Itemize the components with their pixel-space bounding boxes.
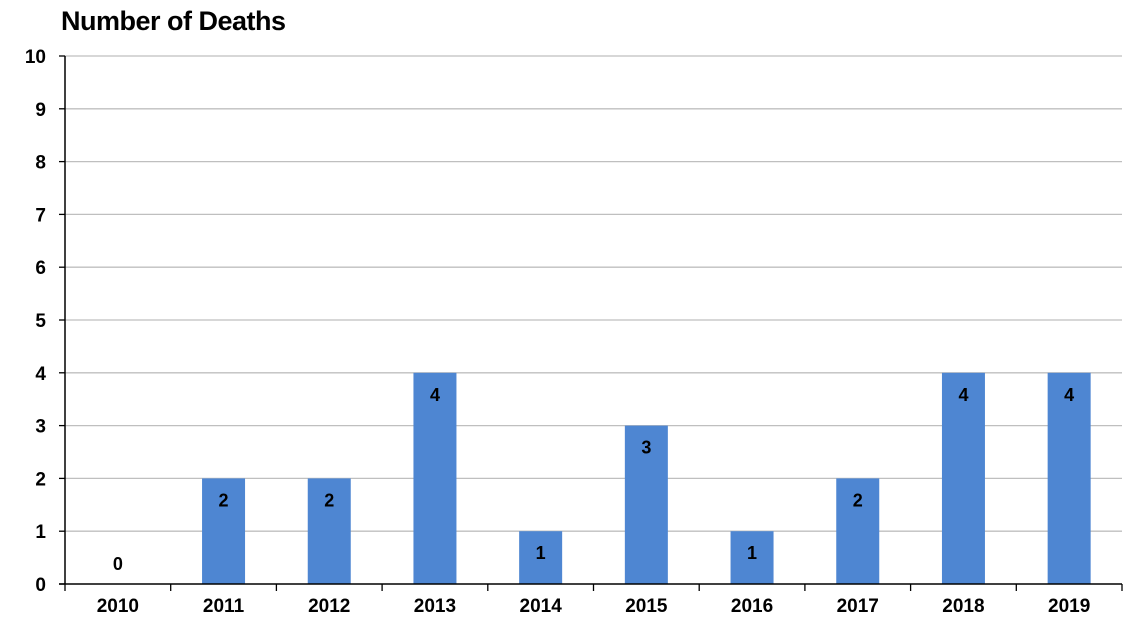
y-tick-label: 3 bbox=[35, 417, 46, 438]
y-axis-ticks: 0 1 2 3 4 5 6 7 8 9 10 bbox=[25, 47, 47, 596]
y-tick-label: 8 bbox=[35, 153, 46, 174]
data-labels: 0 2 2 4 1 3 1 2 4 4 bbox=[113, 385, 1074, 574]
y-tick-label: 10 bbox=[25, 47, 46, 68]
bar-2014 bbox=[519, 531, 563, 584]
x-tick-label: 2017 bbox=[837, 596, 879, 617]
y-tick-label: 5 bbox=[35, 311, 46, 332]
x-tick-label: 2014 bbox=[520, 596, 563, 617]
x-tick-label: 2012 bbox=[308, 596, 350, 617]
x-tick-label: 2018 bbox=[942, 596, 984, 617]
bar-2018 bbox=[941, 372, 985, 584]
x-tick-label: 2019 bbox=[1048, 596, 1090, 617]
data-label: 4 bbox=[1064, 385, 1074, 405]
x-tick-label: 2013 bbox=[414, 596, 456, 617]
bar-2019 bbox=[1047, 372, 1091, 584]
bars bbox=[202, 372, 1091, 584]
axes bbox=[59, 55, 1123, 591]
x-tick-label: 2011 bbox=[203, 596, 245, 617]
data-label: 4 bbox=[430, 385, 440, 405]
gridlines bbox=[65, 55, 1122, 532]
bar-2013 bbox=[413, 372, 457, 584]
y-tick-label: 7 bbox=[35, 205, 46, 226]
x-tick-label: 2016 bbox=[731, 596, 773, 617]
y-tick-label: 1 bbox=[35, 522, 46, 543]
x-tick-label: 2010 bbox=[97, 596, 139, 617]
y-tick-label: 2 bbox=[35, 469, 46, 490]
bar-2017 bbox=[836, 478, 880, 584]
x-tick-label: 2015 bbox=[625, 596, 668, 617]
data-label: 1 bbox=[747, 543, 757, 563]
data-label: 2 bbox=[853, 490, 863, 510]
bar-2011 bbox=[202, 478, 246, 584]
bar-2016 bbox=[730, 531, 774, 584]
x-axis-ticks: 2010 2011 2012 2013 2014 2015 2016 2017 2018 2019 bbox=[97, 596, 1091, 617]
y-tick-label: 9 bbox=[35, 100, 46, 121]
data-label: 0 bbox=[113, 554, 123, 574]
bar-2012 bbox=[307, 478, 351, 584]
chart-title: Number of Deaths bbox=[61, 6, 286, 36]
y-tick-label: 0 bbox=[35, 575, 46, 596]
data-label: 2 bbox=[219, 490, 229, 510]
data-label: 2 bbox=[324, 490, 334, 510]
data-label: 3 bbox=[641, 438, 651, 458]
data-label: 1 bbox=[536, 543, 546, 563]
data-label: 4 bbox=[958, 385, 968, 405]
y-tick-label: 6 bbox=[35, 258, 46, 279]
bar-2015 bbox=[624, 425, 668, 584]
y-tick-label: 4 bbox=[35, 364, 46, 385]
